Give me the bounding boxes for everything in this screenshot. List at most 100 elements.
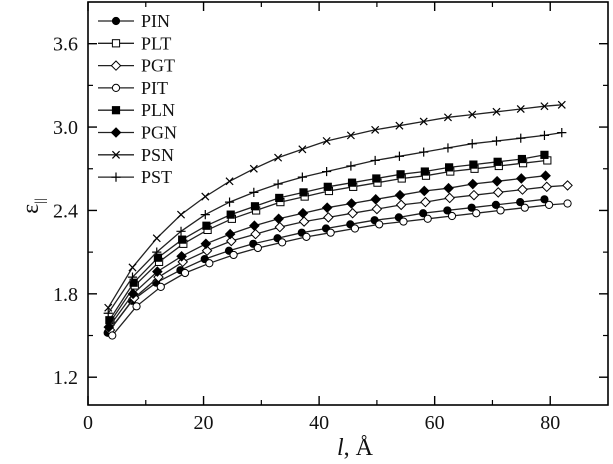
data-point-pgt bbox=[420, 196, 431, 208]
data-point-pst bbox=[200, 210, 210, 220]
data-point-pgt bbox=[517, 184, 528, 195]
data-point-pgn bbox=[443, 182, 454, 194]
legend-marker-pgt bbox=[110, 60, 122, 71]
x-tick-label: 40 bbox=[309, 412, 329, 434]
data-point-pln bbox=[540, 150, 549, 159]
legend-label: PST bbox=[141, 167, 172, 187]
data-point-pgn bbox=[321, 202, 333, 213]
series-pgt bbox=[104, 180, 573, 336]
data-point-pit bbox=[472, 209, 481, 218]
data-point-pln bbox=[202, 221, 211, 230]
legend-entry-psn: PSN bbox=[98, 145, 174, 165]
data-point-pst bbox=[322, 166, 332, 177]
data-point-pgn bbox=[103, 321, 115, 333]
data-point-pgt bbox=[153, 271, 164, 283]
data-point-pgt bbox=[562, 180, 573, 191]
legend-entry-pin: PIN bbox=[98, 11, 170, 31]
data-point-pst bbox=[443, 143, 453, 153]
data-point-pgt bbox=[541, 181, 553, 193]
series-layer bbox=[103, 100, 573, 340]
x-axis-title-italic: l bbox=[337, 435, 344, 461]
data-point-pit bbox=[302, 232, 311, 241]
legend-label: PIT bbox=[141, 78, 168, 98]
data-point-pgn bbox=[418, 185, 430, 197]
data-point-psn bbox=[468, 110, 477, 119]
legend-label: PSN bbox=[141, 145, 174, 165]
data-point-psn bbox=[395, 121, 404, 130]
legend-label: PLT bbox=[141, 33, 171, 53]
tick-labels: 0 20 40 60 80 1.2 1.8 2.4 3.0 3.6 bbox=[53, 34, 560, 434]
legend-entry-pit: PIT bbox=[98, 78, 168, 98]
data-point-pgn bbox=[273, 213, 284, 225]
data-point-pln bbox=[420, 167, 429, 176]
data-point-pgn bbox=[224, 228, 236, 240]
data-point-pst bbox=[467, 139, 477, 149]
x-axis-title: l, Å bbox=[337, 435, 374, 461]
data-point-pln bbox=[517, 154, 527, 164]
series-pgn bbox=[103, 170, 551, 333]
plot-frame bbox=[87, 1, 609, 406]
legend-entry-pst: PST bbox=[98, 167, 172, 187]
data-point-pgt bbox=[250, 228, 261, 240]
y-axis-title-subscript: || bbox=[33, 198, 48, 204]
data-point-psn bbox=[274, 153, 283, 162]
legend-entry-pgn: PGN bbox=[98, 123, 177, 143]
data-point-psn bbox=[249, 164, 258, 173]
data-point-pgt bbox=[201, 245, 213, 257]
data-point-pgt bbox=[468, 189, 480, 201]
data-point-psn bbox=[201, 192, 210, 201]
data-point-pit bbox=[520, 203, 529, 212]
data-point-psn bbox=[419, 117, 428, 126]
data-point-pit bbox=[375, 220, 384, 229]
x-tick-label: 0 bbox=[83, 412, 93, 434]
data-point-pln bbox=[445, 163, 454, 172]
data-point-pit bbox=[326, 228, 335, 237]
series-pit bbox=[108, 199, 572, 340]
data-point-pgn bbox=[516, 173, 527, 184]
y-axis-title: ε|| bbox=[18, 198, 48, 214]
y-tick-label: 2.4 bbox=[53, 200, 78, 222]
data-point-psn bbox=[443, 113, 452, 122]
data-point-psn bbox=[322, 136, 331, 145]
data-point-pit bbox=[278, 238, 287, 247]
data-point-psn bbox=[557, 100, 566, 109]
data-point-pln bbox=[396, 170, 405, 179]
data-point-pgt bbox=[492, 187, 504, 198]
data-point-pin bbox=[443, 206, 452, 215]
data-point-psn bbox=[371, 125, 380, 134]
series-line-pgn bbox=[108, 175, 546, 328]
legend-marker-plt bbox=[111, 39, 121, 48]
data-point-pgn bbox=[491, 175, 503, 187]
data-point-pin bbox=[491, 200, 501, 209]
data-point-pgn bbox=[467, 178, 479, 190]
data-point-psn bbox=[540, 102, 549, 111]
legend-marker-pst bbox=[111, 172, 121, 182]
legend-entry-pln: PLN bbox=[98, 100, 175, 120]
x-tick-label: 20 bbox=[194, 412, 214, 434]
data-point-pgn bbox=[152, 266, 163, 277]
data-point-pgn bbox=[249, 220, 260, 232]
data-point-pst bbox=[491, 136, 502, 146]
data-point-pit bbox=[563, 199, 572, 208]
data-point-pit bbox=[544, 200, 554, 209]
data-point-pln bbox=[469, 160, 478, 169]
data-point-pst bbox=[224, 197, 235, 207]
data-point-pgt bbox=[323, 212, 334, 223]
data-point-psn bbox=[346, 131, 355, 140]
data-point-pln bbox=[129, 278, 138, 287]
data-point-pst bbox=[516, 133, 526, 143]
data-point-pgt bbox=[177, 256, 189, 268]
data-point-pst bbox=[176, 226, 186, 236]
data-point-pln bbox=[226, 210, 235, 219]
legend-label: PGN bbox=[141, 123, 177, 143]
data-point-pgn bbox=[394, 189, 406, 201]
data-point-pgn bbox=[297, 207, 309, 219]
legend-marker-pgn bbox=[110, 127, 122, 138]
legend-label: PGT bbox=[141, 56, 175, 76]
data-point-pln bbox=[178, 235, 187, 244]
legend-marker-pln bbox=[111, 106, 121, 115]
data-point-pgn bbox=[127, 288, 139, 300]
data-point-psn bbox=[128, 263, 137, 272]
data-point-pit bbox=[253, 243, 262, 253]
